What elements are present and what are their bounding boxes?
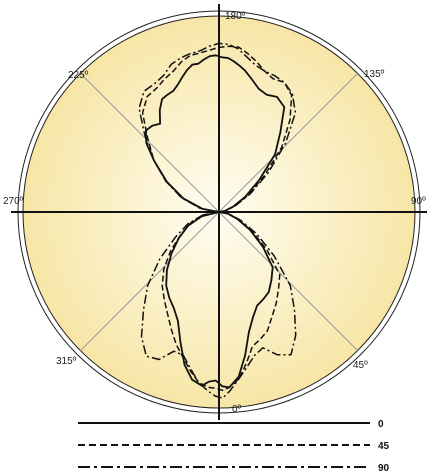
legend-label-0: 0	[378, 419, 384, 430]
angle-labels: 180º 135º 90º 45º 0º 315º 270º 225º	[3, 11, 426, 415]
series-0-bottom-lobe	[165, 211, 274, 389]
angle-label-225: 225º	[68, 70, 89, 81]
angle-label-90: 90º	[411, 196, 426, 207]
legend-label-90: 90	[378, 463, 390, 474]
series-45-bottom-lobe	[161, 211, 281, 392]
series-curves	[138, 42, 297, 399]
angle-label-180: 180º	[225, 11, 246, 22]
series-90-bottom-lobe	[140, 211, 297, 399]
angle-label-135: 135º	[364, 69, 385, 80]
series-0-top-lobe	[145, 54, 286, 213]
series-45-top-lobe	[141, 45, 293, 213]
legend: 0 45 90	[78, 419, 390, 474]
angle-label-45: 45º	[353, 360, 368, 371]
legend-label-45: 45	[378, 441, 390, 452]
angle-label-270: 270º	[3, 196, 24, 207]
angle-label-0: 0º	[232, 404, 242, 415]
series-90-top-lobe	[138, 42, 297, 213]
angle-label-315: 315º	[56, 356, 77, 367]
